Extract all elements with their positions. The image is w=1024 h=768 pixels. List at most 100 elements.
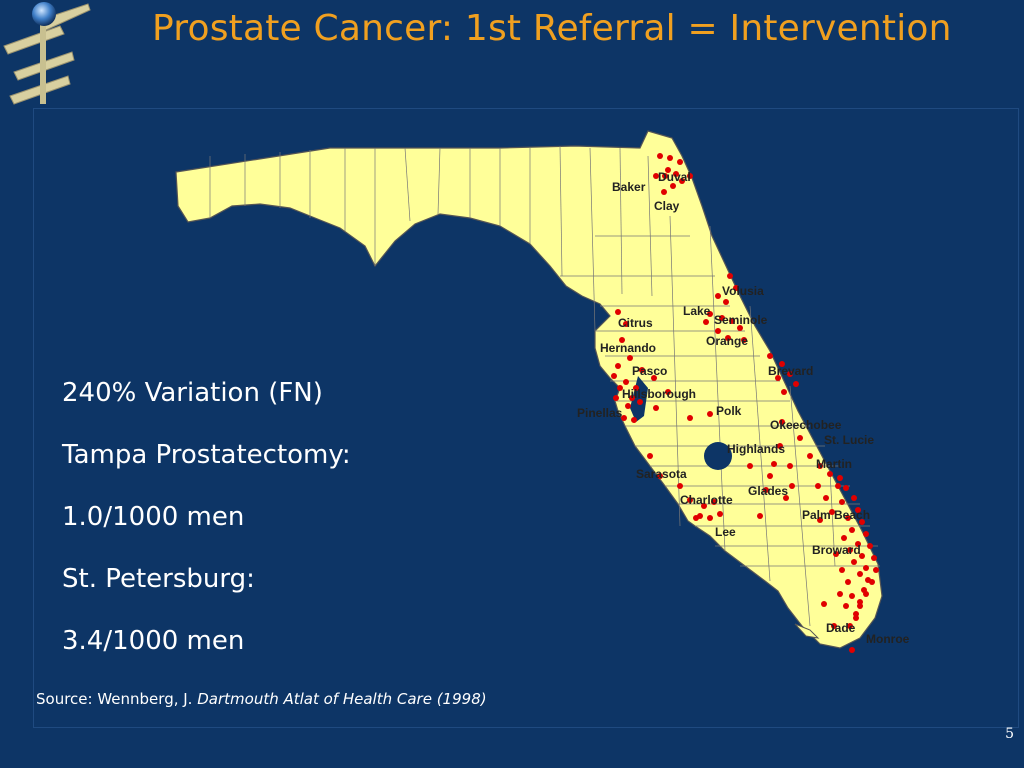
county-label-seminole: Seminole <box>714 313 768 327</box>
data-dot <box>677 483 683 489</box>
county-label-sarasota: Sarasota <box>636 467 687 481</box>
county-label-pinellas: Pinellas <box>577 406 623 420</box>
data-dot <box>859 553 865 559</box>
county-label-highlands: Highlands <box>727 442 786 456</box>
data-dot <box>653 173 659 179</box>
source-prefix: Source: Wennberg, J. <box>36 690 193 708</box>
bullet-tampa-rate: 1.0/1000 men <box>62 502 245 532</box>
page-number: 5 <box>1005 726 1014 742</box>
county-label-dade: Dade <box>826 621 856 635</box>
data-dot <box>855 507 861 513</box>
data-dot <box>707 411 713 417</box>
data-dot <box>667 155 673 161</box>
county-label-orange: Orange <box>706 334 749 348</box>
bullet-stpete-heading: St. Petersburg: <box>62 564 255 594</box>
data-dot <box>841 535 847 541</box>
data-dot <box>662 173 668 179</box>
data-dot <box>787 463 793 469</box>
data-dot <box>789 483 795 489</box>
data-dots <box>611 153 879 653</box>
data-dot <box>707 311 713 317</box>
data-dot <box>833 551 839 557</box>
data-dot <box>727 273 733 279</box>
data-dot <box>679 178 685 184</box>
data-dot <box>851 495 857 501</box>
county-label-palm-beach: Palm Beach <box>802 508 871 522</box>
data-dot <box>775 375 781 381</box>
data-dot <box>837 475 843 481</box>
data-dot <box>847 623 853 629</box>
data-dot <box>767 473 773 479</box>
data-dot <box>707 515 713 521</box>
data-dot <box>737 325 743 331</box>
data-dot <box>863 565 869 571</box>
data-dot <box>855 541 861 547</box>
county-label-glades: Glades <box>748 484 789 498</box>
data-dot <box>863 531 869 537</box>
county-label-polk: Polk <box>716 404 742 418</box>
data-dot <box>665 167 671 173</box>
bullet-tampa-heading: Tampa Prostatectomy: <box>62 440 351 470</box>
county-borders <box>209 145 880 627</box>
county-label-broward: Broward <box>812 543 861 557</box>
data-dot <box>871 555 877 561</box>
data-dot <box>829 509 835 515</box>
data-dot <box>817 517 823 523</box>
data-dot <box>771 461 777 467</box>
county-label-citrus: Citrus <box>618 316 653 330</box>
data-dot <box>623 321 629 327</box>
data-dot <box>865 577 871 583</box>
data-dot <box>843 485 849 491</box>
data-dot <box>797 435 803 441</box>
data-dot <box>611 373 617 379</box>
source-citation: Source: Wennberg, J. Dartmouth Atlat of … <box>36 690 487 708</box>
florida-county-map <box>175 130 883 653</box>
data-dot <box>857 599 863 605</box>
data-dot <box>701 503 707 509</box>
data-dot <box>615 363 621 369</box>
data-dot <box>665 389 671 395</box>
data-dot <box>741 337 747 343</box>
data-dot <box>849 647 855 653</box>
data-dot <box>657 473 663 479</box>
county-label-lee: Lee <box>715 525 736 539</box>
data-dot <box>845 579 851 585</box>
data-dot <box>687 415 693 421</box>
data-dot <box>815 483 821 489</box>
data-dot <box>647 453 653 459</box>
content-frame <box>33 108 1019 728</box>
data-dot <box>661 189 667 195</box>
data-dot <box>747 463 753 469</box>
data-dot <box>619 337 625 343</box>
county-label-pasco: Pasco <box>632 364 668 378</box>
data-dot <box>763 487 769 493</box>
data-dot <box>711 499 717 505</box>
data-dot <box>867 543 873 549</box>
county-label-duval: Duval <box>658 170 691 184</box>
source-work: Dartmouth Atlat of Health Care (1998) <box>197 690 487 708</box>
florida-landmass <box>175 130 883 649</box>
slide-title: Prostate Cancer: 1st Referral = Interven… <box>152 8 952 49</box>
data-dot <box>631 417 637 423</box>
data-dot <box>629 395 635 401</box>
data-dot <box>849 593 855 599</box>
county-label-volusia: Volusia <box>722 284 764 298</box>
data-dot <box>837 591 843 597</box>
data-dot <box>621 415 627 421</box>
county-label-baker: Baker <box>612 180 646 194</box>
county-label-hillsborough: Hillsborough <box>622 387 696 401</box>
data-dot <box>637 399 643 405</box>
data-dot <box>693 515 699 521</box>
data-dot <box>677 159 683 165</box>
data-dot <box>779 419 785 425</box>
data-dot <box>633 385 639 391</box>
county-label-charlotte: Charlotte <box>680 493 733 507</box>
bullet-variation: 240% Variation (FN) <box>62 378 323 408</box>
data-dot <box>767 353 773 359</box>
data-dot <box>849 527 855 533</box>
data-dot <box>787 371 793 377</box>
data-dot <box>783 495 789 501</box>
data-dot <box>615 309 621 315</box>
tampa-bay <box>630 376 648 422</box>
